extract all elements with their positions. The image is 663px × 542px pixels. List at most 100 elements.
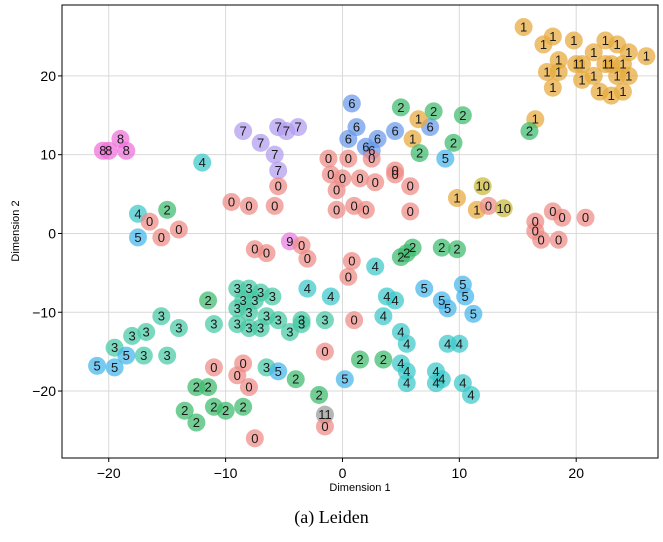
- point-label: 2: [222, 403, 229, 418]
- point-cluster-0: [401, 202, 420, 221]
- point-cluster-2: [158, 200, 177, 219]
- point-label: 7: [275, 163, 282, 178]
- point-label: 1: [453, 191, 460, 206]
- point-cluster-1: [543, 78, 562, 97]
- point-label: 3: [275, 313, 282, 328]
- point-label: 2: [403, 246, 410, 261]
- point-label: 6: [427, 120, 434, 135]
- point-label: 2: [430, 104, 437, 119]
- point-cluster-0: [386, 165, 405, 184]
- y-axis-label: Dimension 2: [10, 200, 22, 261]
- point-label: 6: [391, 124, 398, 139]
- point-cluster-3: [315, 311, 334, 330]
- point-cluster-0: [222, 192, 241, 211]
- point-cluster-5: [415, 279, 434, 298]
- point-label: 3: [234, 281, 241, 296]
- point-label: 0: [304, 251, 311, 266]
- point-label: 3: [257, 321, 264, 336]
- point-cluster-0: [479, 196, 498, 215]
- point-label: 2: [164, 202, 171, 217]
- point-cluster-2: [199, 378, 218, 397]
- point-cluster-0: [152, 228, 171, 247]
- point-cluster-0: [351, 169, 369, 188]
- point-cluster-0: [366, 173, 385, 192]
- point-label: 0: [372, 175, 379, 190]
- point-cluster-2: [447, 240, 466, 259]
- point-cluster-1: [637, 47, 656, 66]
- point-label: 3: [245, 321, 252, 336]
- plot-frame: [61, 4, 659, 459]
- point-label: 0: [271, 198, 278, 213]
- point-label: 5: [459, 277, 466, 292]
- point-label: 5: [462, 289, 469, 304]
- x-axis-label: Dimension 1: [329, 482, 390, 494]
- point-label: 0: [538, 232, 545, 247]
- point-label: 2: [409, 240, 416, 255]
- point-cluster-4: [426, 374, 445, 393]
- point-label: 2: [292, 372, 299, 387]
- point-label: 0: [158, 230, 165, 245]
- point-cluster-0: [298, 249, 317, 268]
- point-cluster-2: [234, 397, 253, 416]
- point-label: 0: [339, 171, 346, 186]
- point-label: 1: [619, 57, 626, 72]
- point-label: 0: [333, 183, 340, 198]
- point-label: 2: [315, 387, 322, 402]
- point-cluster-0: [204, 358, 223, 377]
- point-cluster-2: [444, 133, 463, 152]
- point-cluster-5: [464, 304, 483, 323]
- point-cluster-5: [88, 356, 107, 375]
- point-cluster-1: [619, 66, 638, 85]
- point-cluster-2: [286, 370, 305, 389]
- point-label: 6: [353, 120, 360, 135]
- point-label: 3: [321, 313, 328, 328]
- point-label: 0: [532, 224, 539, 239]
- point-label: 1: [613, 68, 620, 83]
- point-cluster-2: [187, 413, 206, 432]
- point-cluster-0: [356, 200, 375, 219]
- point-cluster-1: [584, 43, 603, 62]
- point-label: 0: [368, 151, 375, 166]
- point-label: 0: [485, 198, 492, 213]
- point-label: 3: [234, 301, 241, 316]
- point-cluster-10: [494, 199, 513, 218]
- point-cluster-2: [199, 291, 218, 310]
- point-label: 0: [321, 419, 328, 434]
- point-label: 3: [263, 360, 270, 375]
- point-cluster-1: [447, 189, 466, 208]
- point-cluster-0: [169, 220, 188, 239]
- point-label: 7: [240, 124, 247, 139]
- point-label: 4: [438, 372, 445, 387]
- x-axis-ticks: −20 −10 0 10 20: [97, 458, 584, 481]
- point-label: 1: [596, 84, 603, 99]
- point-cluster-5: [335, 370, 354, 389]
- point-label: 7: [271, 147, 278, 162]
- point-cluster-2: [410, 144, 429, 163]
- point-cluster-2: [403, 238, 422, 257]
- point-label: 4: [456, 336, 463, 351]
- point-label: 1: [608, 57, 615, 72]
- point-cluster-1: [409, 110, 428, 129]
- point-cluster-5: [105, 358, 124, 377]
- point-label: 3: [286, 324, 293, 339]
- point-label: 3: [158, 309, 165, 324]
- points-layer: [88, 18, 656, 448]
- point-cluster-4: [321, 287, 340, 306]
- point-label: 0: [532, 214, 539, 229]
- point-cluster-0: [319, 149, 338, 168]
- point-cluster-0: [401, 177, 420, 196]
- point-cluster-3: [134, 346, 153, 365]
- point-cluster-0: [140, 212, 159, 231]
- point-cluster-2: [453, 106, 472, 125]
- point-label: 2: [240, 399, 247, 414]
- point-label: 4: [380, 309, 387, 324]
- point-label: 1: [578, 72, 585, 87]
- point-label: 2: [193, 380, 200, 395]
- point-cluster-7: [289, 118, 308, 137]
- point-label: 0: [210, 360, 217, 375]
- point-cluster-2: [424, 102, 443, 121]
- point-label: 3: [175, 321, 182, 336]
- point-label: 0: [228, 194, 235, 209]
- point-label: 4: [372, 259, 379, 274]
